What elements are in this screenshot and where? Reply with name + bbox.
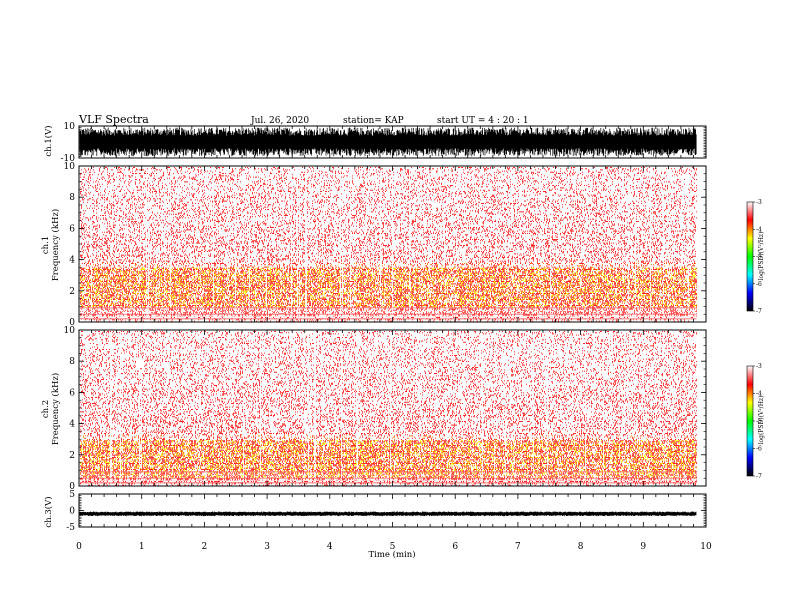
time-tick-label: 8 — [578, 542, 584, 552]
ch2-colorbar: -3 -4 -5 -6 -7 — [746, 363, 762, 480]
ch3-wave-ytick-label: 5 — [69, 490, 75, 500]
ch1-colorbar-label: log(PSD)(V²/Hz) — [758, 232, 765, 281]
ch2-cb-bar — [746, 365, 754, 477]
time-tick-label: 0 — [76, 542, 82, 552]
ch2-spec-ytick-label: 10 — [64, 326, 76, 336]
ch1-wave-ytick-label: 10 — [64, 122, 76, 132]
ch2-spec-spectrum-yellow — [80, 440, 697, 479]
ch2-spec-ytick-label: 2 — [69, 451, 75, 461]
ch1-wave-ytick-label: -10 — [61, 154, 76, 164]
time-tick-label: 1 — [139, 542, 145, 552]
time-xlabel: Time (min) — [368, 549, 415, 560]
ch1-wave-frame — [78, 125, 707, 159]
ch1-cb-tick-label: -7 — [756, 308, 762, 315]
ch1-spec-frame — [78, 165, 707, 323]
time-tick-label: 6 — [452, 542, 458, 552]
ch2-cb-tick-label: -5 — [756, 418, 762, 425]
axis-labels: ch.1(V) ch.1 Frequency (kHz) ch.2 Freque… — [41, 125, 416, 560]
ch2-spec-ytick-label: 6 — [69, 388, 75, 398]
ch1-cb-tick-label: -4 — [756, 226, 762, 233]
ch3-wave-ytick-label: 0 — [69, 507, 75, 517]
ch1-cb-bar — [746, 201, 754, 312]
station-label: station= KAP — [343, 116, 404, 126]
ch3-waveform-trace — [79, 511, 697, 517]
start-time-label: start UT = 4 : 20 : 1 — [437, 116, 529, 126]
ch1-cb-tick-label: -3 — [756, 199, 762, 206]
ch2-spectrogram-panel: 0 2 4 6 8 10 — [64, 326, 707, 492]
ch1-spectrogram-ylabel-channel: ch.1 — [41, 236, 51, 254]
ch1-colorbar: -3 -4 -5 -6 -7 — [746, 199, 762, 315]
ch1-spec-ytick-label: 8 — [69, 193, 75, 203]
ch1-spec-ytick-label: 6 — [69, 224, 75, 234]
ch3-waveform-panel: 5 0 -5 — [66, 490, 707, 533]
ch1-cb-tick-label: -5 — [756, 254, 762, 261]
ch3-wave-frame — [78, 493, 707, 528]
ch2-spec-frame — [78, 329, 707, 487]
time-tick-label: 2 — [202, 542, 208, 552]
ch2-cb-tick-label: -3 — [756, 363, 762, 370]
ch2-spec-spectrum-orange — [80, 435, 697, 479]
ch2-cb-tick-label: -6 — [756, 446, 762, 453]
ch1-waveform-trace — [79, 127, 697, 157]
ch2-colorbar-label: log(PSD)(V²/Hz) — [758, 396, 765, 445]
ch1-spectrogram-panel: 0 2 4 6 8 10 — [64, 162, 707, 328]
ch2-cb-tick-label: -7 — [756, 473, 762, 480]
time-tick-label: 5 — [390, 542, 396, 552]
header: VLF Spectra Jul. 26, 2020 station= KAP s… — [78, 113, 529, 126]
ch3-wave-ytick-label: -5 — [66, 523, 75, 533]
ch1-spec-ytick-label: 10 — [64, 162, 76, 172]
ch1-cb-tick-label: -6 — [756, 281, 762, 288]
date-label: Jul. 26, 2020 — [250, 116, 309, 126]
ch1-spec-ytick-label: 0 — [69, 318, 75, 328]
ch1-waveform-panel: 10 -10 — [61, 122, 707, 164]
ch2-spec-ytick-label: 4 — [69, 420, 75, 430]
ch1-voltage-ylabel: ch.1(V) — [43, 125, 54, 156]
ch2-spec-ytick-label: 8 — [69, 357, 75, 367]
ch1-spectrogram-ylabel-frequency: Frequency (kHz) — [50, 209, 61, 281]
ch3-voltage-ylabel: ch.3(V) — [43, 496, 54, 527]
ch1-spec-spectrum-red — [80, 167, 697, 322]
time-tick-label: 4 — [327, 542, 333, 552]
time-tick-label: 7 — [515, 542, 521, 552]
figure-title: VLF Spectra — [78, 113, 149, 126]
ch2-spectrogram-ylabel-frequency: Frequency (kHz) — [50, 373, 61, 445]
ch1-spec-spectrum-yellow — [80, 267, 697, 308]
time-axis-ticks: 0 1 2 3 4 5 6 7 8 9 10 — [76, 542, 712, 552]
ch1-spec-ytick-label: 4 — [69, 256, 75, 266]
ch2-spec-ytick-label: 0 — [69, 482, 75, 492]
time-tick-label: 9 — [640, 542, 646, 552]
ch1-spec-ytick-label: 2 — [69, 287, 75, 297]
time-tick-label: 3 — [264, 542, 270, 552]
ch2-spectrogram-ylabel-channel: ch.2 — [41, 400, 51, 418]
ch2-cb-tick-label: -4 — [756, 391, 762, 398]
time-tick-label: 10 — [700, 542, 712, 552]
